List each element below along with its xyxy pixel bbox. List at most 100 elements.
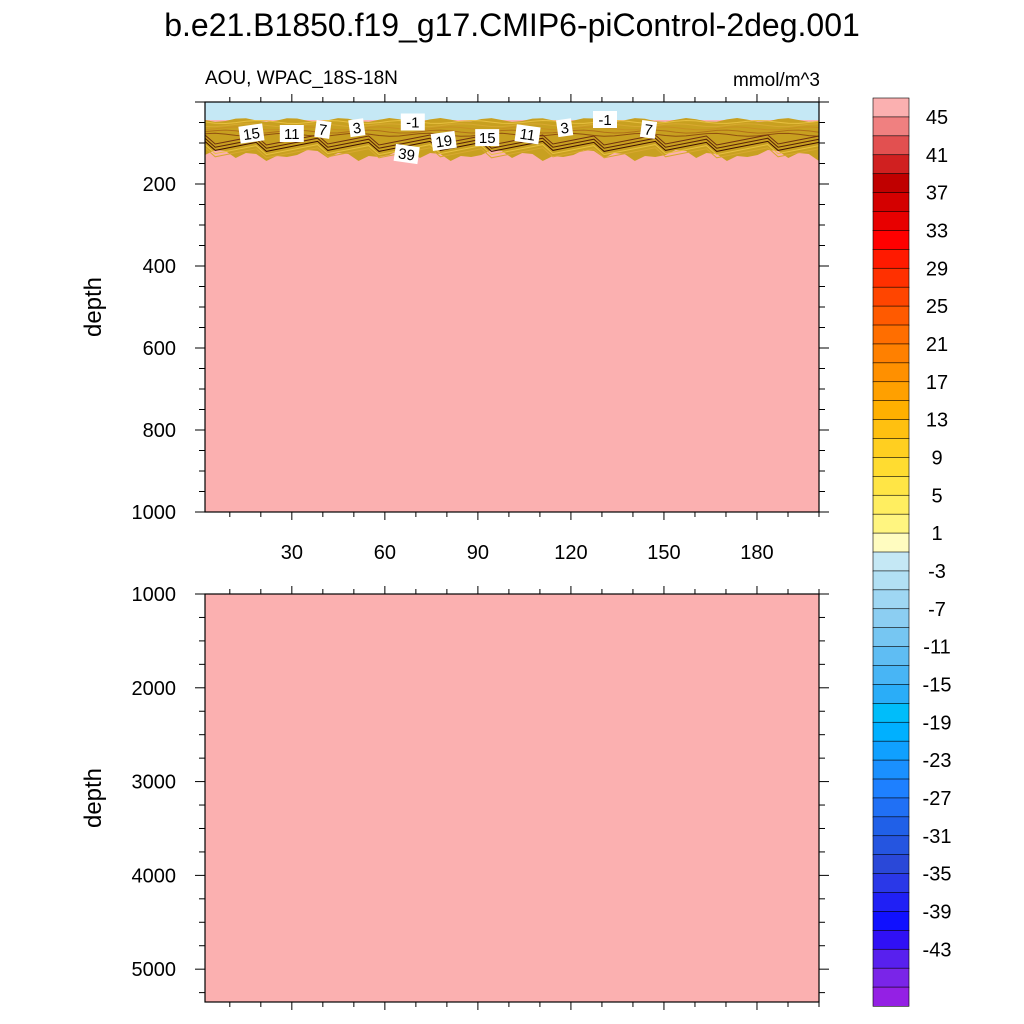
contour-label: 19	[430, 130, 457, 151]
colorbar-label: 1	[931, 523, 942, 545]
contour-label-text: -1	[406, 115, 419, 132]
colorbar-swatch	[872, 438, 910, 459]
colorbar-swatch	[872, 873, 910, 894]
bottom-panel-fill	[205, 594, 819, 1002]
y-tick-label: 3000	[132, 772, 177, 794]
colorbar-label: 33	[926, 220, 948, 242]
contour-lines	[204, 119, 820, 159]
colorbar-label: 29	[926, 258, 948, 280]
colorbar-label: 37	[926, 183, 948, 205]
y-tick-label: 5000	[132, 959, 177, 981]
colorbar-swatch	[872, 192, 910, 213]
contour-label: 15	[238, 123, 265, 144]
colorbar-swatch	[872, 778, 910, 799]
colorbar-label: 17	[926, 372, 948, 394]
contour-label-box	[348, 118, 366, 138]
contour-label-box	[556, 118, 574, 138]
top-y-axis-label: depth	[80, 277, 107, 337]
y-tick-label: 600	[143, 338, 176, 360]
contour-line	[204, 119, 820, 125]
colorbar-label: -15	[923, 674, 952, 696]
x-tick-label: 90	[467, 542, 489, 564]
contour-labels: 15 11 7 3 -1 39 19 15 11 3 -1 7	[238, 111, 658, 165]
contour-label: 11	[514, 124, 541, 145]
colorbar-swatch	[872, 305, 910, 326]
top-y-axis: 200 400 600 800 1000	[132, 101, 829, 524]
colorbar-swatch	[872, 343, 910, 364]
colorbar-swatch	[872, 835, 910, 856]
x-tick-label: 120	[554, 542, 587, 564]
colorbar-label: -7	[928, 599, 946, 621]
contour-label-text: 19	[434, 132, 453, 151]
colorbar-swatch	[872, 967, 910, 988]
contour-label-text: 7	[317, 121, 328, 139]
contour-label: 7	[639, 119, 658, 139]
colorbar-swatch	[872, 930, 910, 950]
contour-label-box	[430, 130, 457, 151]
colorbar-swatch	[872, 551, 910, 572]
colorbar-swatch	[872, 173, 910, 194]
contour-label-text: 11	[519, 126, 537, 145]
colorbar-swatch	[872, 608, 910, 629]
top-panel-subtitle: AOU, WPAC_18S-18N	[205, 68, 398, 89]
contour-label-text: 39	[397, 145, 416, 164]
colorbar-swatch	[872, 797, 910, 818]
colorbar-label: -31	[923, 826, 952, 848]
contour-label-text: 11	[284, 126, 300, 143]
contour-line	[204, 140, 820, 152]
colorbar-swatch	[872, 570, 910, 591]
x-tick-label: 180	[740, 542, 773, 564]
colorbar-swatch	[872, 627, 910, 648]
x-tick-label: 30	[281, 542, 303, 564]
colorbar-swatch	[872, 532, 910, 553]
colorbar-swatch	[872, 249, 910, 269]
contour-label-box	[400, 113, 425, 131]
colorbar-label: -35	[923, 864, 952, 886]
x-tick-label: 60	[374, 542, 396, 564]
y-tick-label: 200	[143, 174, 176, 196]
contour-line	[204, 147, 820, 159]
colorbar-swatch	[872, 665, 910, 686]
bottom-panel: 1000 2000 3000 4000 5000 depth	[80, 584, 829, 1010]
contour-label-text: 15	[242, 125, 261, 144]
contour-label: -1	[593, 111, 617, 129]
colorbar-label: 25	[926, 296, 948, 318]
contour-label-box	[238, 123, 265, 144]
contour-label-text: 3	[559, 120, 570, 138]
colorbar-swatch	[872, 267, 910, 288]
contour-label-text: -1	[598, 112, 611, 129]
contour-label-box	[593, 111, 617, 128]
colorbar-label: -19	[923, 712, 952, 734]
contour-label: 7	[314, 119, 332, 139]
colorbar-label: 41	[926, 145, 948, 167]
colorbar-swatch	[872, 494, 910, 515]
colorbar-swatch	[872, 362, 910, 383]
colorbar-label: -43	[923, 939, 952, 961]
colorbar-labels: 45 41 37 33 29 25 21 17 13 9 5 1 -3 -7 -11 -15 -19 -23 -27…	[923, 107, 952, 961]
y-tick-label: 400	[143, 256, 176, 278]
colorbar-swatch	[872, 854, 910, 875]
colorbar-swatch	[872, 286, 910, 307]
colorbar-swatch	[872, 211, 910, 232]
colorbar-swatch	[872, 948, 910, 969]
contour-label-box	[393, 143, 420, 165]
top-panel-units: mmol/m^3	[733, 70, 820, 91]
colorbar-swatch	[872, 419, 910, 440]
y-tick-label: 1000	[132, 502, 177, 524]
colorbar-swatch	[872, 324, 910, 345]
contour-line	[204, 123, 820, 128]
colorbar-label: 13	[926, 410, 948, 432]
colorbar-label: 5	[931, 485, 942, 507]
contour-label-box	[514, 124, 541, 145]
y-tick-label: 800	[143, 420, 176, 442]
colorbar-label: 45	[926, 107, 948, 129]
contour-label-text: 3	[352, 120, 363, 138]
colorbar-swatch	[872, 740, 910, 761]
bottom-y-axis: 1000 2000 3000 4000 5000	[132, 584, 829, 994]
top-panel-fill	[204, 102, 820, 512]
colorbar-label: -39	[923, 901, 952, 923]
surface-negative-layer	[205, 102, 819, 120]
figure-title: b.e21.B1850.f19_g17.CMIP6-piControl-2deg…	[164, 7, 860, 43]
colorbar-swatch	[872, 646, 910, 667]
contour-line	[204, 144, 820, 156]
